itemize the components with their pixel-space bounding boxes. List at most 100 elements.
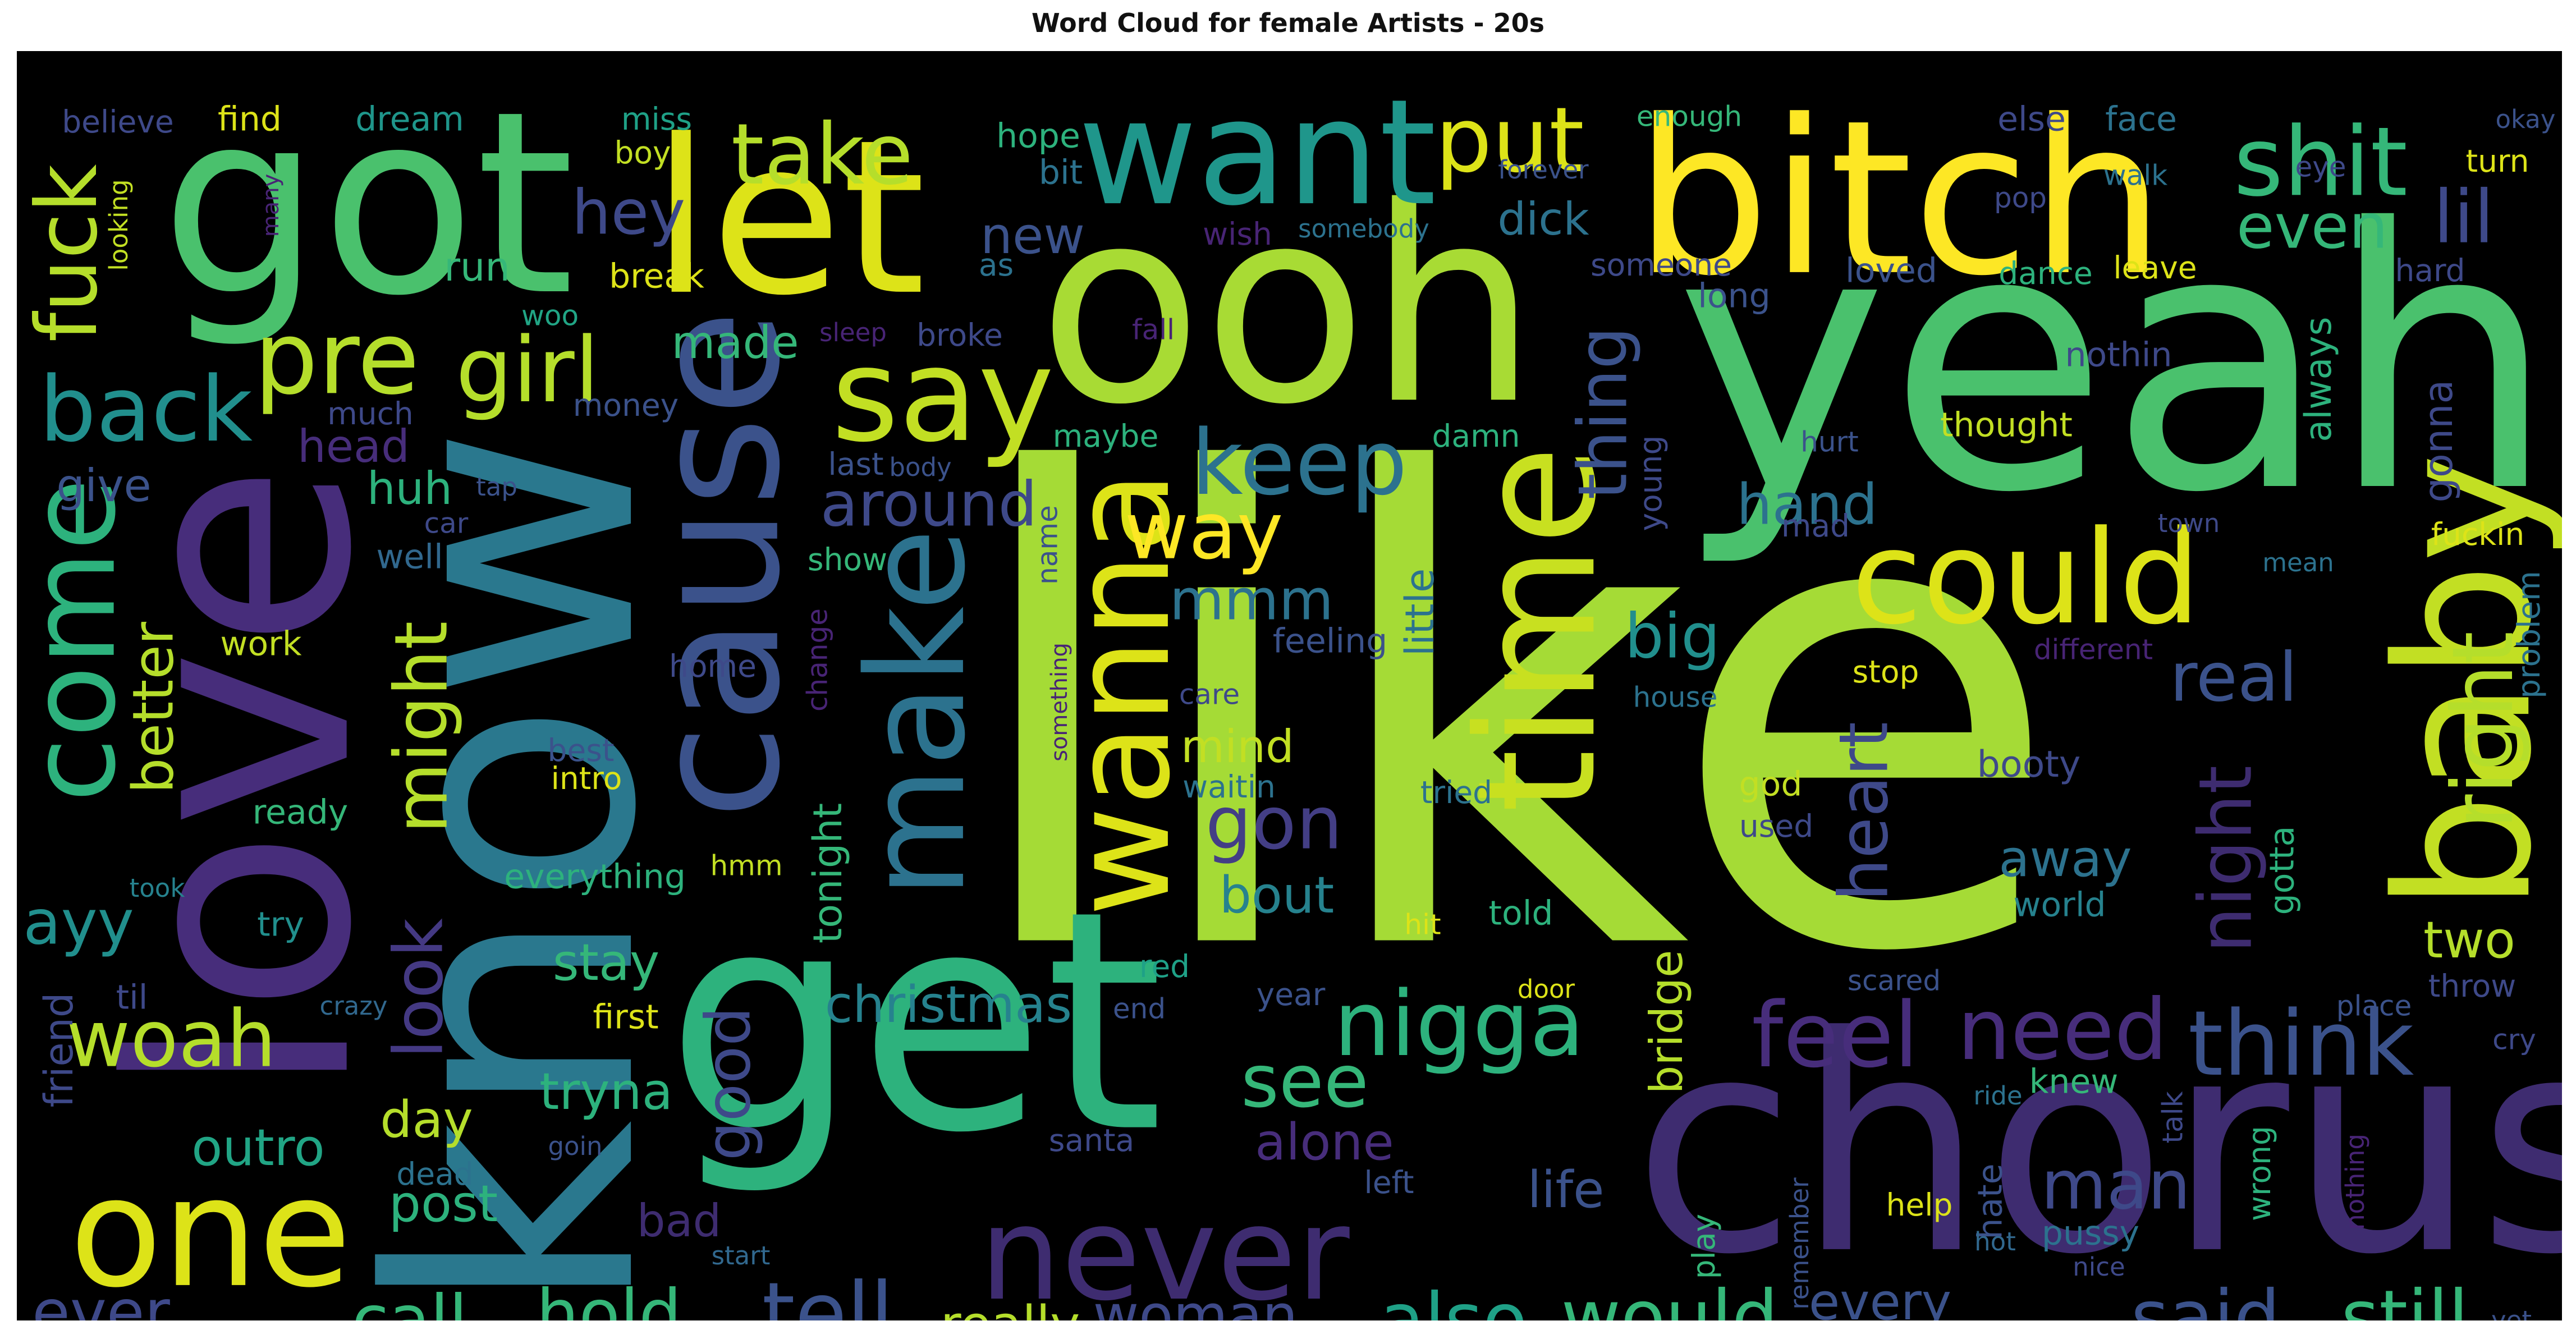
word-better: better: [120, 621, 186, 794]
word-get: get: [666, 847, 1164, 1199]
word-good: good: [692, 1007, 764, 1161]
word-come: come: [17, 478, 142, 803]
word-woah: woah: [66, 994, 277, 1085]
word-loved: loved: [1845, 251, 1937, 291]
word-enough: enough: [1637, 100, 1742, 133]
word-tap: tap: [476, 472, 517, 502]
word-home: home: [669, 648, 757, 684]
word-every: every: [1809, 1273, 1951, 1320]
word-call: call: [352, 1282, 467, 1320]
word-scared: scared: [1848, 965, 1941, 997]
word-fall: fall: [1132, 314, 1175, 346]
word-one: one: [70, 1144, 351, 1320]
word-really: really: [941, 1295, 1080, 1320]
word-need: need: [1958, 982, 2168, 1079]
word-ever: ever: [32, 1276, 170, 1320]
word-gotta: gotta: [2263, 826, 2302, 915]
word-body: body: [889, 452, 951, 482]
word-nothin: nothin: [2065, 336, 2172, 375]
word-chorus: chorus: [1633, 973, 2562, 1319]
word-long: long: [1698, 277, 1771, 316]
word-leave: leave: [2113, 250, 2197, 286]
word-boy: boy: [614, 135, 671, 171]
word-day: day: [380, 1090, 473, 1149]
word-maybe: maybe: [1053, 418, 1159, 454]
word-much: much: [327, 396, 414, 432]
word-dream: dream: [355, 100, 464, 139]
word-tell: tell: [762, 1265, 893, 1320]
word-gonna: gonna: [2415, 380, 2462, 503]
word-thing: thing: [1565, 327, 1643, 500]
word-throw: throw: [2428, 968, 2516, 1004]
word-nigga: nigga: [1333, 971, 1584, 1076]
word-two: two: [2423, 911, 2515, 970]
word-dick: dick: [1497, 193, 1589, 245]
word-young: young: [1633, 435, 1669, 531]
word-tried: tried: [1420, 774, 1492, 810]
word-nice: nice: [2073, 1252, 2125, 1282]
word-money: money: [573, 387, 679, 423]
word-used: used: [1739, 808, 1813, 844]
word-wrong: wrong: [2242, 1126, 2277, 1221]
word-well: well: [376, 538, 443, 577]
word-hand: hand: [1736, 471, 1878, 537]
word-like: like: [957, 342, 2064, 1093]
word-hurt: hurt: [1800, 426, 1859, 458]
word-real: real: [2170, 639, 2297, 717]
word-many: many: [258, 174, 284, 237]
word-til: til: [116, 978, 148, 1017]
word-hot: hot: [1974, 1227, 2016, 1257]
word-right: right: [2435, 631, 2532, 829]
word-change: change: [801, 608, 834, 712]
word-big: big: [1625, 600, 1720, 672]
word-wanna: wanna: [1043, 471, 1200, 917]
word-world: world: [2013, 886, 2106, 925]
word-face: face: [2105, 100, 2177, 139]
word-best: best: [548, 732, 615, 768]
word-god: god: [1739, 765, 1803, 804]
word-care: care: [1179, 678, 1240, 711]
word-wish: wish: [1203, 216, 1272, 252]
word-find: find: [218, 100, 282, 139]
word-made: made: [672, 317, 799, 369]
word-light: light: [218, 1316, 287, 1320]
word-away: away: [1999, 829, 2132, 888]
word-yet: yet: [2491, 1305, 2532, 1320]
word-knew: knew: [2029, 1062, 2119, 1102]
word-bit: bit: [1039, 153, 1083, 192]
word-girl: girl: [456, 318, 599, 423]
word-post: post: [389, 1175, 498, 1233]
word-santa: santa: [1049, 1122, 1135, 1158]
word-red: red: [1139, 948, 1190, 984]
word-said: said: [2131, 1274, 2280, 1320]
word-work: work: [220, 625, 301, 664]
word-time: time: [1443, 445, 1632, 813]
word-try: try: [257, 905, 304, 944]
word-place: place: [2336, 990, 2412, 1022]
word-first: first: [593, 998, 658, 1037]
word-someone: someone: [1590, 247, 1732, 283]
word-goin: goin: [548, 1131, 602, 1161]
word-hold: hold: [537, 1276, 682, 1320]
word-cry: cry: [2492, 1024, 2536, 1056]
word-night: night: [2183, 765, 2268, 953]
word-say: say: [832, 321, 1055, 471]
word-run: run: [444, 244, 510, 290]
word-pre: pre: [254, 300, 419, 417]
word-make: make: [838, 529, 995, 898]
word-think: think: [2188, 991, 2414, 1096]
word-huh: huh: [367, 462, 452, 515]
word-got: got: [161, 57, 574, 351]
word-man: man: [2041, 1147, 2190, 1225]
word-love: love: [66, 463, 419, 1098]
word-christmas: christmas: [825, 975, 1072, 1034]
word-believe: believe: [62, 104, 174, 140]
word-tonight: tonight: [805, 803, 851, 943]
word-hard: hard: [2395, 253, 2465, 288]
word-feeling: feeling: [1273, 622, 1387, 661]
word-fuck: fuck: [19, 164, 116, 342]
word-booty: booty: [1977, 744, 2081, 786]
word-took: took: [130, 873, 185, 903]
word-bridge: bridge: [1640, 950, 1693, 1094]
